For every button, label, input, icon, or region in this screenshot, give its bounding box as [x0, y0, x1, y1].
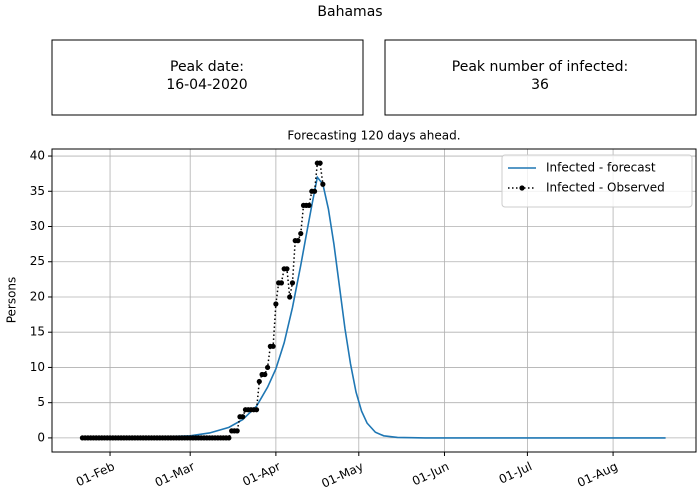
- grid: [52, 149, 696, 452]
- y-axis-label: Persons: [5, 277, 19, 324]
- data-point: [284, 266, 290, 272]
- y-tick-label: 5: [37, 395, 45, 409]
- data-point: [320, 181, 326, 187]
- data-point: [234, 428, 240, 434]
- y-tick-label: 15: [30, 325, 45, 339]
- data-point: [298, 230, 304, 237]
- y-tick-label: 0: [37, 430, 45, 444]
- y-tick-label: 10: [30, 360, 45, 374]
- y-tick-label: 35: [30, 184, 45, 198]
- info-box: [51, 39, 364, 116]
- data-point: [262, 371, 268, 378]
- series-line: [82, 162, 324, 439]
- info-box: [384, 39, 697, 116]
- legend-box: [501, 154, 693, 208]
- data-point: [287, 294, 293, 300]
- x-tick-label: 01-Apr: [240, 459, 282, 489]
- data-point: [317, 160, 323, 166]
- data-point: [253, 407, 260, 413]
- x-tick-label: 01-Jun: [410, 459, 451, 488]
- data-point: [306, 202, 312, 208]
- info-label: Peak date:: [170, 59, 244, 75]
- data-point: [278, 280, 285, 286]
- series-line: [82, 175, 666, 439]
- y-tick-label: 25: [30, 254, 45, 268]
- data-point: [264, 364, 271, 371]
- chart-title: Bahamas: [317, 4, 382, 20]
- data-point: [311, 188, 318, 194]
- y-tick-label: 30: [30, 219, 45, 233]
- info-value: 36: [531, 77, 549, 93]
- x-tick-label: 01-Mar: [153, 459, 197, 490]
- chart-subtitle: Forecasting 120 days ahead.: [287, 129, 460, 143]
- data-point: [270, 343, 276, 349]
- data-point: [226, 435, 232, 441]
- data-point: [289, 280, 296, 286]
- y-tick-label: 20: [30, 289, 45, 303]
- plot-area: [79, 160, 666, 441]
- x-tick-label: 01-Aug: [575, 459, 620, 490]
- x-tick-label: 01-Jul: [497, 459, 534, 486]
- data-point: [240, 414, 246, 420]
- x-tick-label: 01-Feb: [74, 459, 117, 489]
- data-point: [256, 378, 262, 385]
- data-point: [273, 301, 279, 307]
- legend-label: Infected - forecast: [546, 161, 656, 175]
- legend: Infected - forecast Infected - Observed: [501, 154, 693, 208]
- info-value: 16-04-2020: [166, 77, 247, 93]
- legend-label: Infected - Observed: [546, 181, 665, 195]
- y-tick-label: 40: [30, 149, 45, 163]
- data-point: [295, 238, 301, 244]
- legend-marker: [519, 185, 525, 191]
- info-label: Peak number of infected:: [452, 59, 628, 75]
- x-tick-label: 01-May: [319, 459, 365, 490]
- axes-frame: [51, 148, 697, 453]
